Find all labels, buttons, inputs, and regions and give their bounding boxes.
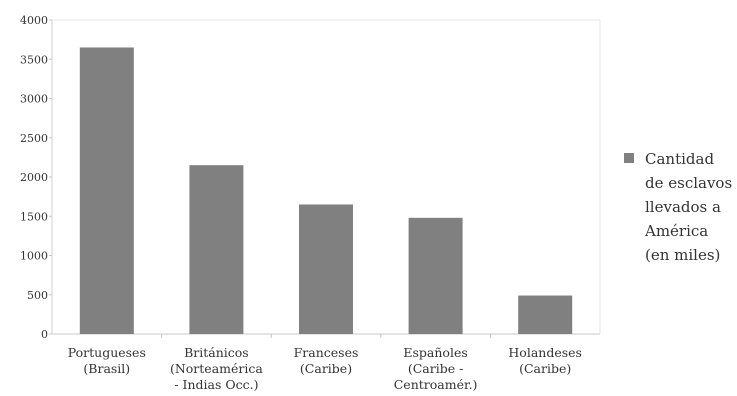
x-tick-label: - Indias Occ.) <box>174 377 258 392</box>
legend-label: América <box>644 222 708 240</box>
y-tick-label: 2500 <box>20 132 48 145</box>
x-tick-label: Centroamér.) <box>394 377 478 392</box>
y-tick-label: 500 <box>27 289 48 302</box>
x-tick-label: (Caribe - <box>408 361 463 376</box>
x-tick-label: Españoles <box>403 345 467 360</box>
legend-label: llevados a <box>645 198 721 216</box>
legend-label: Cantidad <box>645 150 714 168</box>
x-tick-label: (Caribe) <box>519 361 571 376</box>
y-tick-labels: 0 500 1000 1500 2000 2500 3000 3500 4000 <box>20 14 52 341</box>
x-tick-label: Holandeses <box>508 345 582 360</box>
bars <box>79 47 573 334</box>
y-tick-label: 3000 <box>20 93 48 106</box>
bar <box>189 165 244 334</box>
x-tick-label: Británicos <box>184 345 249 360</box>
x-tick-label: Franceses <box>294 345 359 360</box>
legend-label: (en miles) <box>645 246 720 264</box>
x-tick-label: (Brasil) <box>83 361 130 376</box>
y-tick-label: 4000 <box>20 14 48 27</box>
legend-swatch <box>624 153 634 163</box>
y-tick-label: 0 <box>41 328 48 341</box>
x-tick-label: (Norteamérica <box>170 361 263 376</box>
x-tick-label: (Caribe) <box>300 361 352 376</box>
bar <box>299 204 353 334</box>
y-tick-label: 1000 <box>20 250 48 263</box>
x-tick-label: Portugueses <box>68 345 146 360</box>
x-tick-labels: Portugueses(Brasil) Británicos(Norteaméri… <box>68 345 582 392</box>
y-tick-label: 1500 <box>20 210 48 223</box>
bar <box>79 47 134 334</box>
legend: Cantidad de esclavos llevados a América (en … <box>624 150 732 264</box>
legend-label: de esclavos <box>645 174 732 192</box>
y-tick-label: 3500 <box>20 53 48 66</box>
bar <box>408 217 463 334</box>
bar <box>518 295 573 334</box>
y-tick-label: 2000 <box>20 171 48 184</box>
